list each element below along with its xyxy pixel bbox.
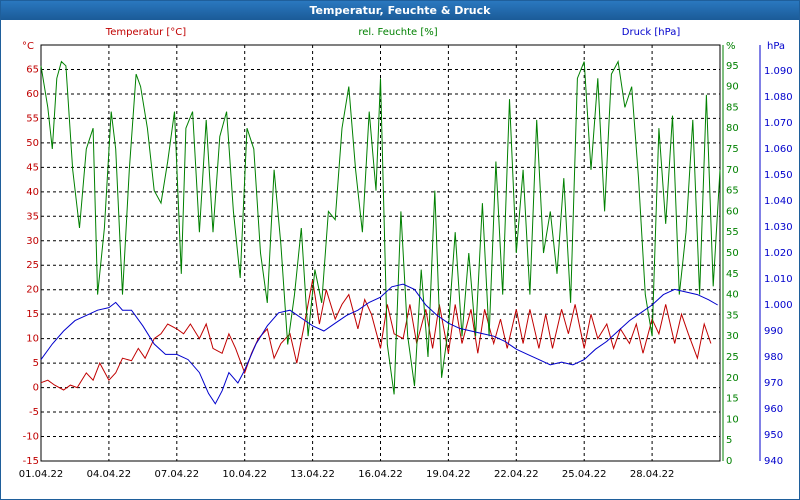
date-tick-label: 10.04.22 — [222, 469, 267, 480]
pressure-tick-label: 950 — [764, 430, 783, 441]
temperature-tick-label: 35 — [26, 211, 39, 222]
temperature-tick-label: 40 — [26, 187, 39, 198]
temperature-tick-label: 20 — [26, 285, 39, 296]
pressure-tick-label: 1.090 — [764, 66, 793, 77]
temperature-tick-label: 30 — [26, 236, 39, 247]
date-tick-label: 16.04.22 — [358, 469, 403, 480]
pressure-tick-label: 940 — [764, 456, 783, 467]
pressure-tick-label: 1.070 — [764, 118, 793, 129]
temperature-tick-label: 10 — [26, 334, 39, 345]
pressure-tick-label: 970 — [764, 378, 783, 389]
date-tick-label: 13.04.22 — [290, 469, 335, 480]
humidity-series-line — [40, 60, 721, 395]
humidity-tick-label: 60 — [726, 206, 739, 217]
temperature-axis-header: Temperatur [°C] — [105, 27, 186, 38]
series-layer — [40, 60, 721, 405]
temperature-tick-label: 50 — [26, 138, 39, 149]
pressure-tick-label: 1.060 — [764, 144, 793, 155]
temperature-series-line — [40, 279, 712, 391]
humidity-tick-label: 40 — [726, 290, 739, 301]
date-tick-label: 22.04.22 — [494, 469, 539, 480]
humidity-tick-label: 90 — [726, 82, 739, 93]
humidity-tick-label: 65 — [726, 186, 739, 197]
pressure-tick-label: 1.000 — [764, 300, 793, 311]
pressure-axis-header: Druck [hPa] — [622, 27, 681, 38]
temperature-tick-label: -10 — [23, 432, 39, 443]
pressure-tick-label: 980 — [764, 352, 783, 363]
date-tick-label: 04.04.22 — [87, 469, 132, 480]
temperature-tick-label: 25 — [26, 260, 39, 271]
pressure-series-line — [40, 283, 718, 405]
humidity-tick-label: 10 — [726, 414, 739, 425]
pressure-tick-label: 990 — [764, 326, 783, 337]
pressure-tick-label: 1.040 — [764, 196, 793, 207]
pressure-tick-label: 1.050 — [764, 170, 793, 181]
temperature-tick-label: 55 — [26, 113, 39, 124]
humidity-tick-label: 20 — [726, 373, 739, 384]
humidity-tick-label: 0 — [726, 456, 732, 467]
humidity-tick-label: 95 — [726, 61, 739, 72]
temperature-unit-label: °C — [22, 41, 34, 52]
temperature-tick-label: 60 — [26, 89, 39, 100]
temperature-tick-label: 15 — [26, 309, 39, 320]
temperature-tick-label: 65 — [26, 64, 39, 75]
temperature-tick-label: 45 — [26, 162, 39, 173]
humidity-tick-label: 5 — [726, 435, 732, 446]
humidity-tick-label: 15 — [726, 394, 739, 405]
date-tick-label: 28.04.22 — [630, 469, 675, 480]
humidity-tick-label: 80 — [726, 123, 739, 134]
humidity-tick-label: 30 — [726, 331, 739, 342]
temperature-tick-label: -5 — [29, 407, 39, 418]
temperature-tick-label: 5 — [33, 358, 39, 369]
humidity-tick-label: 50 — [726, 248, 739, 259]
humidity-tick-label: 25 — [726, 352, 739, 363]
temperature-tick-label: -15 — [23, 456, 39, 467]
humidity-tick-label: 35 — [726, 310, 739, 321]
pressure-tick-label: 1.030 — [764, 222, 793, 233]
window-title: Temperatur, Feuchte & Druck — [1, 1, 799, 20]
date-tick-label: 01.04.22 — [19, 469, 64, 480]
humidity-tick-label: 75 — [726, 144, 739, 155]
pressure-tick-label: 1.010 — [764, 274, 793, 285]
date-tick-label: 19.04.22 — [426, 469, 471, 480]
pressure-tick-label: 1.080 — [764, 92, 793, 103]
pressure-tick-label: 1.020 — [764, 248, 793, 259]
date-tick-label: 07.04.22 — [155, 469, 200, 480]
humidity-tick-label: 55 — [726, 227, 739, 238]
pressure-tick-label: 960 — [764, 404, 783, 415]
humidity-tick-label: 70 — [726, 165, 739, 176]
grid — [40, 44, 721, 462]
axes-layer: -15-10-50510152025303540455055606501.04.… — [19, 45, 793, 480]
humidity-axis-header: rel. Feuchte [%] — [358, 27, 437, 38]
pressure-unit-label: hPa — [767, 41, 785, 52]
humidity-unit-label: % — [726, 41, 736, 52]
humidity-tick-label: 85 — [726, 102, 739, 113]
date-tick-label: 25.04.22 — [562, 469, 607, 480]
chart-canvas: -15-10-50510152025303540455055606501.04.… — [19, 27, 793, 480]
temperature-tick-label: 0 — [33, 383, 39, 394]
humidity-tick-label: 45 — [726, 269, 739, 280]
